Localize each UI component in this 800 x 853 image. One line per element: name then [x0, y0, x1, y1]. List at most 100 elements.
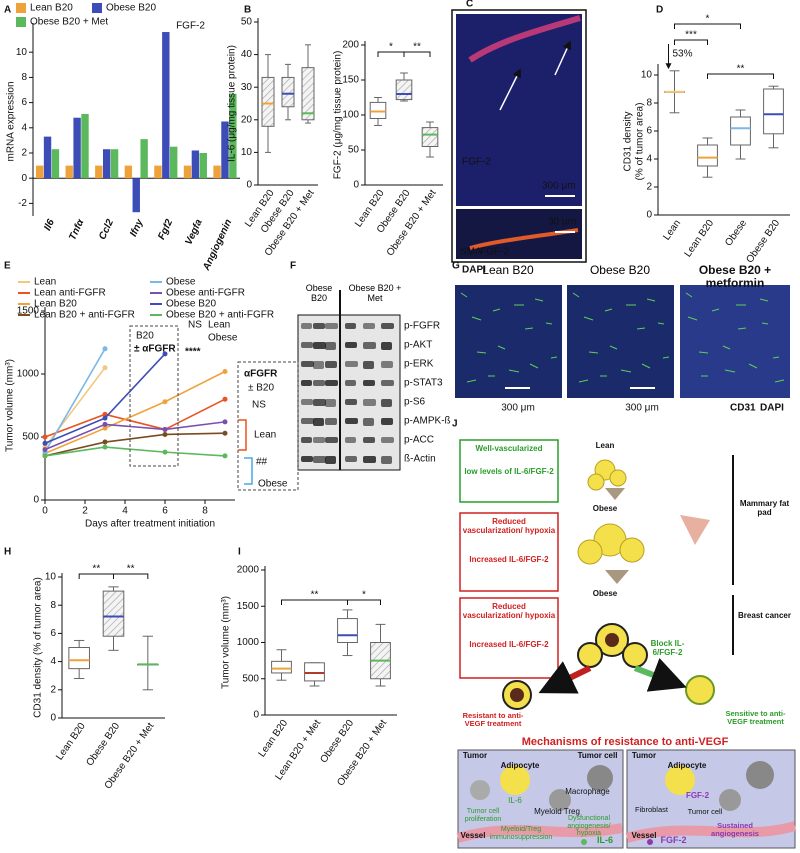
panel-label: I	[238, 547, 241, 558]
bar	[162, 32, 170, 179]
significance-label: **	[92, 564, 100, 575]
box	[369, 101, 387, 120]
blot-row-label: p-STAT3	[404, 378, 443, 389]
bar	[124, 165, 133, 179]
x-tick-label: Fgf2	[156, 217, 175, 241]
diagram-label: Vessel	[460, 831, 486, 840]
y-axis-label: CD31 density	[623, 111, 634, 171]
vessel	[471, 316, 482, 321]
blot-band	[345, 456, 357, 462]
y-axis-label: (% of tumor area)	[635, 103, 646, 181]
data-point	[102, 411, 108, 417]
x-tick-label: 6	[162, 506, 168, 517]
y-tick-label: 100	[342, 110, 359, 121]
blot-band	[313, 342, 326, 349]
annotation: Obese	[208, 333, 238, 344]
panel-label: B	[244, 5, 251, 16]
significance-bracket	[347, 599, 381, 605]
stain-label: DAPI	[760, 403, 784, 414]
blot-band	[381, 456, 392, 464]
y-axis-label: mRNA expression	[6, 81, 17, 161]
y-tick-label: 0	[21, 173, 27, 184]
y-tick-label: 0	[646, 210, 652, 221]
diagram-label: Reduced vascularization/ hypoxia	[462, 602, 556, 620]
blot-band	[381, 380, 394, 386]
annotation-box	[237, 361, 299, 491]
x-tick-label: Obese B20	[744, 218, 782, 266]
diagram-label: Reduced vascularization/ hypoxia	[462, 517, 556, 535]
blot-band	[313, 323, 325, 329]
mechanism-cells	[456, 761, 797, 845]
bar	[170, 146, 178, 179]
bar	[73, 117, 81, 179]
micrograph	[455, 285, 562, 398]
blot-band	[381, 361, 393, 368]
vessel	[646, 298, 656, 302]
x-tick-label: Ifny	[128, 217, 146, 238]
blot-column-label: Obese B20 + Met	[348, 283, 402, 303]
vessel	[534, 298, 544, 302]
x-tick-label: Vegfa	[183, 217, 205, 246]
vessel	[772, 356, 780, 359]
significance-label: **	[737, 64, 745, 75]
box	[301, 67, 315, 121]
x-tick-label: Lean B20	[683, 218, 717, 260]
blot-band	[345, 323, 356, 329]
blot-band	[313, 361, 324, 369]
image-title: Obese B20	[589, 263, 651, 277]
y-tick-label: 6	[21, 97, 27, 108]
blot-band	[313, 380, 325, 386]
data-point	[102, 346, 108, 352]
series-line	[44, 398, 226, 438]
blot-band	[301, 399, 313, 405]
scale-label: 300 μm	[501, 403, 535, 414]
blot-band	[301, 437, 312, 443]
data-point	[222, 453, 228, 459]
series-line	[44, 421, 226, 451]
y-tick-label: 50	[241, 17, 253, 28]
x-tick-label: Obese B20 + Met	[385, 188, 439, 258]
significance-bracket	[707, 73, 774, 79]
series-line	[44, 370, 226, 455]
vessel	[466, 379, 477, 383]
blot-band	[363, 342, 376, 349]
legend-label: Obese B20 + anti-FGFR	[166, 310, 274, 321]
y-tick-label: 1000	[17, 369, 40, 380]
image-label: DAPI	[462, 265, 486, 276]
image-label: SMA	[460, 247, 482, 258]
diagram-label: Tumor cell	[577, 751, 618, 760]
adipocyte-cluster	[502, 459, 715, 710]
vessel	[636, 327, 646, 330]
y-tick-label: -2	[18, 198, 27, 209]
annotation: B20	[136, 331, 154, 342]
diagram-label: Increased IL-6/FGF-2	[469, 640, 549, 649]
y-tick-label: 10	[45, 572, 57, 583]
blot-band	[363, 380, 375, 386]
y-tick-label: 8	[646, 98, 652, 109]
diagram-label: Obese	[592, 504, 618, 513]
data-point	[162, 426, 168, 432]
x-tick-label: 4	[122, 506, 128, 517]
diagram-label: Tumor	[631, 751, 657, 760]
vessel	[583, 316, 594, 321]
blot-row-label: p-FGFR	[404, 321, 440, 332]
diagram-label: Well-vascularized	[475, 444, 543, 453]
bar	[81, 113, 89, 179]
blot-band	[301, 342, 313, 348]
y-tick-label: 1500	[237, 601, 260, 612]
annotation: NS	[252, 400, 266, 411]
annotation: ± B20	[248, 383, 274, 394]
blot-band	[381, 437, 394, 443]
series-line	[44, 348, 106, 453]
diagram-label: Mammary fat pad	[739, 499, 790, 517]
bar	[43, 136, 52, 179]
bracket	[244, 457, 253, 485]
image-label: FGF-2	[480, 247, 509, 258]
blot	[297, 314, 401, 471]
arrow-sensitive	[633, 657, 687, 692]
blot-row-label: p-AKT	[404, 340, 432, 351]
arrow	[499, 68, 521, 111]
y-tick-label: 2000	[237, 565, 260, 576]
legend-label: Lean	[34, 277, 56, 288]
bar	[110, 149, 119, 179]
